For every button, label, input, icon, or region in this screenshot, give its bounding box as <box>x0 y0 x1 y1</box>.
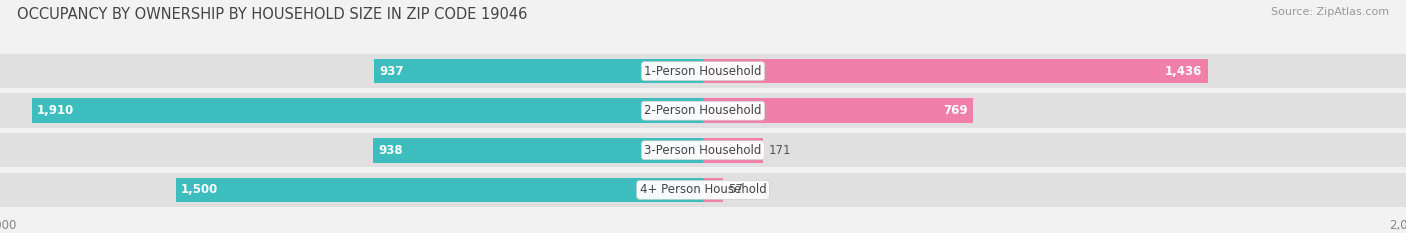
Text: 57: 57 <box>728 183 744 196</box>
Text: 171: 171 <box>768 144 792 157</box>
Text: 1,436: 1,436 <box>1166 65 1202 78</box>
Text: 1,910: 1,910 <box>37 104 75 117</box>
Text: 1,500: 1,500 <box>181 183 218 196</box>
Bar <box>0 93 703 128</box>
Bar <box>703 98 973 123</box>
Bar <box>703 59 1208 83</box>
Text: 938: 938 <box>378 144 404 157</box>
Bar <box>0 54 703 88</box>
Text: 2-Person Household: 2-Person Household <box>644 104 762 117</box>
Text: 4+ Person Household: 4+ Person Household <box>640 183 766 196</box>
Text: 937: 937 <box>380 65 404 78</box>
Bar <box>703 133 1406 168</box>
Bar <box>703 54 1406 88</box>
Bar <box>703 173 1406 207</box>
Text: Source: ZipAtlas.com: Source: ZipAtlas.com <box>1271 7 1389 17</box>
Bar <box>176 178 703 202</box>
Text: 1-Person Household: 1-Person Household <box>644 65 762 78</box>
Text: OCCUPANCY BY OWNERSHIP BY HOUSEHOLD SIZE IN ZIP CODE 19046: OCCUPANCY BY OWNERSHIP BY HOUSEHOLD SIZE… <box>17 7 527 22</box>
Bar <box>373 138 703 163</box>
Bar <box>0 173 703 207</box>
Text: 769: 769 <box>943 104 967 117</box>
Bar <box>703 138 763 163</box>
Text: 3-Person Household: 3-Person Household <box>644 144 762 157</box>
Bar <box>374 59 703 83</box>
Bar <box>31 98 703 123</box>
Bar <box>703 93 1406 128</box>
Bar <box>0 133 703 168</box>
Bar <box>703 178 723 202</box>
